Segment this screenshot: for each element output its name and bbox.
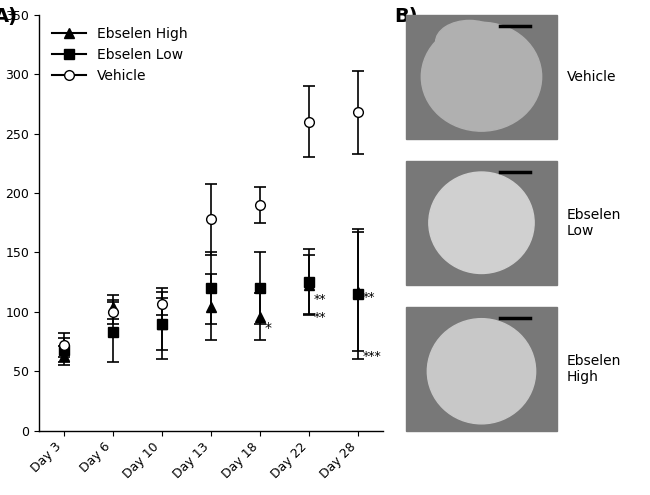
Text: **: ** [313, 311, 326, 324]
Text: B): B) [395, 6, 418, 26]
Legend: Ebselen High, Ebselen Low, Vehicle: Ebselen High, Ebselen Low, Vehicle [46, 22, 194, 89]
Text: Vehicle: Vehicle [567, 70, 616, 84]
Text: **: ** [313, 294, 326, 306]
Ellipse shape [436, 20, 503, 64]
Text: *: * [264, 321, 271, 336]
Text: Ebselen
High: Ebselen High [567, 353, 621, 384]
Ellipse shape [427, 319, 536, 424]
Ellipse shape [421, 22, 541, 131]
Text: ***: *** [362, 350, 381, 363]
Text: Ebselen
Low: Ebselen Low [567, 207, 621, 238]
Text: **: ** [362, 291, 375, 304]
Text: A): A) [0, 6, 18, 26]
Ellipse shape [429, 172, 534, 273]
